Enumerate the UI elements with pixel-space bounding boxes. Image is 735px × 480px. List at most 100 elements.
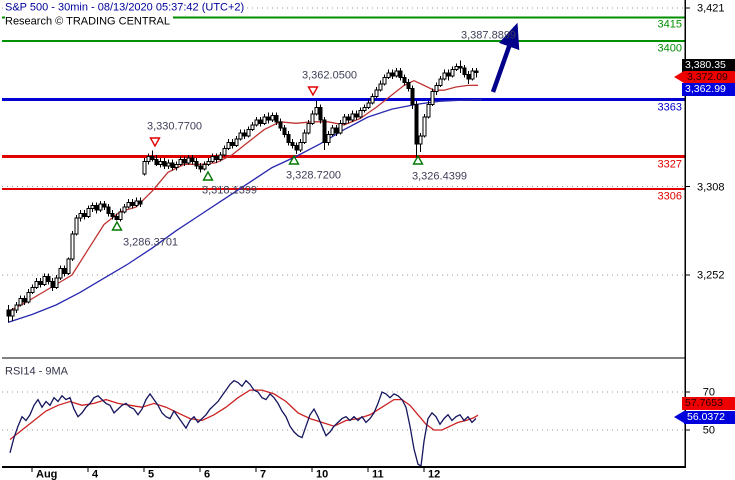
candle-body xyxy=(322,119,327,143)
candle-body xyxy=(206,160,211,165)
candle-body xyxy=(142,160,147,175)
candle-body xyxy=(354,113,359,118)
ma-blue-line xyxy=(7,98,483,324)
candle-body xyxy=(450,69,455,77)
candle-body xyxy=(374,89,379,97)
candle-body xyxy=(54,277,59,289)
candle-body xyxy=(130,201,135,206)
rsi-line xyxy=(9,379,477,468)
candle-body xyxy=(402,77,407,83)
candle-body xyxy=(10,309,15,317)
candle-body xyxy=(230,141,235,146)
candle-body xyxy=(434,84,439,93)
candle-body xyxy=(58,268,63,279)
candle-body xyxy=(426,103,431,118)
swing-low-triangle-icon xyxy=(412,154,424,165)
candle-body xyxy=(14,304,19,311)
candle-body xyxy=(186,157,191,164)
swing-low-triangle-icon xyxy=(111,220,123,231)
candle-body xyxy=(342,116,347,124)
candle-body xyxy=(414,103,419,145)
candle-body xyxy=(446,72,451,77)
swing-low-triangle-icon xyxy=(288,154,300,165)
candle-body xyxy=(18,298,23,306)
candle-body xyxy=(174,163,179,169)
candle-body xyxy=(42,276,47,286)
candle-body xyxy=(86,208,91,218)
candle-body xyxy=(286,133,291,143)
candle-body xyxy=(198,165,203,170)
ma-red-line xyxy=(7,79,479,312)
candle-body xyxy=(310,113,315,124)
candle-body xyxy=(430,91,435,105)
candle-body xyxy=(406,81,411,90)
candle-body xyxy=(278,121,283,129)
candle-body xyxy=(146,156,151,162)
candle-body xyxy=(22,298,27,303)
candle-body xyxy=(346,116,351,121)
candle-body xyxy=(474,70,479,73)
candle-body xyxy=(30,287,35,293)
candle-body xyxy=(82,212,87,218)
candle-body xyxy=(106,206,111,214)
candle-body xyxy=(66,258,71,274)
candle-body xyxy=(458,65,463,69)
candle-body xyxy=(410,88,415,105)
candle-body xyxy=(390,72,395,77)
candle-body xyxy=(302,132,307,143)
candle-body xyxy=(238,132,243,140)
candle-body xyxy=(90,205,95,210)
candle-body xyxy=(358,110,363,118)
candle-body xyxy=(334,127,339,134)
candle-body xyxy=(398,70,403,79)
candle-body xyxy=(170,162,175,169)
candle-body xyxy=(370,95,375,104)
candle-body xyxy=(366,102,371,109)
candle-body xyxy=(274,114,279,123)
candle-body xyxy=(26,291,31,303)
candle-body xyxy=(154,159,159,165)
candle-body xyxy=(394,70,399,77)
candle-body xyxy=(262,116,267,124)
candle-body xyxy=(254,119,259,126)
candle-body xyxy=(214,156,219,161)
candle-body xyxy=(50,280,55,289)
candles-group xyxy=(6,60,479,323)
candle-body xyxy=(318,107,323,121)
swing-high-triangle-icon xyxy=(307,86,319,97)
candle-body xyxy=(70,233,75,260)
trend-arrow-icon xyxy=(490,22,520,93)
candle-body xyxy=(438,78,443,86)
candle-body xyxy=(294,144,299,151)
candle-body xyxy=(270,114,275,121)
swing-low-triangle-icon xyxy=(202,170,214,181)
candle-body xyxy=(150,156,155,161)
candle-body xyxy=(202,163,207,170)
candle-body xyxy=(226,141,231,150)
candle-body xyxy=(314,107,319,115)
candle-body xyxy=(378,83,383,91)
candle-body xyxy=(46,276,51,282)
candle-body xyxy=(462,67,467,75)
candle-body xyxy=(250,124,255,131)
swing-high-triangle-icon xyxy=(149,137,161,148)
candle-body xyxy=(266,116,271,121)
candle-body xyxy=(114,216,119,221)
candle-body xyxy=(162,160,167,167)
candle-body xyxy=(218,154,223,161)
candle-body xyxy=(258,119,263,124)
candle-body xyxy=(62,268,67,274)
candle-body xyxy=(386,72,391,79)
candle-body xyxy=(194,160,199,167)
candle-body xyxy=(454,65,459,71)
candle-body xyxy=(134,200,139,206)
candle-body xyxy=(6,309,11,317)
candle-body xyxy=(122,206,127,213)
candle-body xyxy=(158,160,163,165)
candle-body xyxy=(470,70,475,80)
candle-body xyxy=(222,148,227,156)
candle-body xyxy=(126,201,131,208)
rsi-ma-line xyxy=(9,389,479,441)
candle-body xyxy=(190,157,195,162)
candle-body xyxy=(466,73,471,80)
